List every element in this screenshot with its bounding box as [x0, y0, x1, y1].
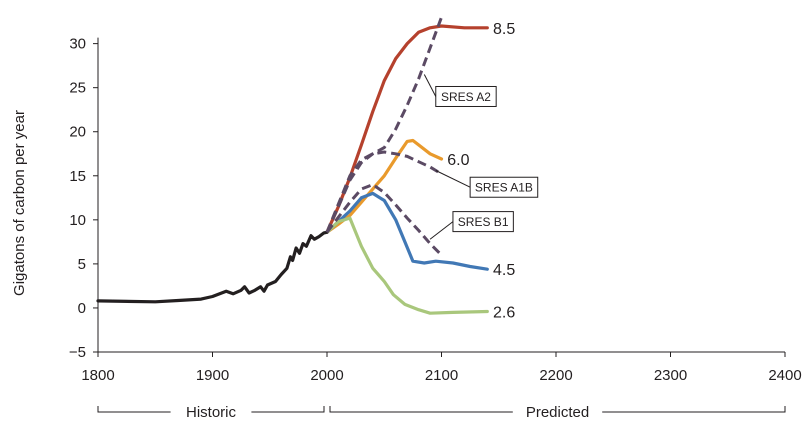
y-tick-label: 20 [69, 124, 86, 141]
y-tick-label: −5 [69, 344, 86, 361]
series-label-8-5: 8.5 [493, 21, 515, 38]
series-line-8-5 [325, 24, 489, 234]
x-tick-label: 2000 [310, 367, 343, 384]
series-label-sres-b1: SRES B1 [458, 215, 509, 229]
period-bracket-left [97, 406, 171, 413]
x-tick-label: 2400 [768, 367, 801, 384]
series-line-historic [96, 230, 329, 304]
series-label-sres-a1b-pointer [435, 170, 471, 188]
series-line-2-6 [325, 216, 489, 315]
series-label-sres-a1b: SRES A1B [475, 181, 533, 195]
series-label-4-5: 4.5 [493, 262, 515, 279]
series-label-2-6: 2.6 [493, 304, 515, 321]
y-tick-label: 5 [78, 256, 86, 273]
y-tick-label: 0 [78, 300, 86, 317]
y-tick-label: 10 [69, 212, 86, 229]
series-label-sres-b1-box [452, 211, 514, 233]
series-label-sres-a2-box [435, 85, 497, 107]
period-bracket-right [251, 406, 325, 413]
y-axis-title: Gigatons of carbon per year [11, 110, 28, 296]
x-tick-label: 2100 [425, 367, 458, 384]
series-lines [96, 16, 489, 315]
series-line-6-0 [325, 138, 444, 234]
series-line-4-5 [325, 191, 489, 271]
period-label: Historic [186, 404, 237, 421]
y-tick-label: 25 [69, 80, 86, 97]
x-tick-label: 2300 [654, 367, 687, 384]
x-tick-label: 1900 [196, 367, 229, 384]
y-tick-label: 15 [69, 168, 86, 185]
series-label-sres-b1-pointer [429, 221, 454, 240]
y-tick-label: 30 [69, 36, 86, 53]
series-label-sres-a2-pointer [423, 74, 437, 97]
series-labels: 8.5 6.0 4.5 2.6 SRES A2 SRES A1B SRES B1 [423, 21, 539, 321]
series-line-sres-b1 [325, 183, 443, 257]
period-bracket-left [329, 406, 513, 413]
axes: 1800 1900 2000 2100 2200 2300 2400 −5 0 5 10 15 20 25… [69, 36, 802, 421]
x-tick-label: 1800 [81, 367, 114, 384]
series-label-sres-a2: SRES A2 [441, 90, 491, 104]
series-label-6-0: 6.0 [447, 152, 469, 169]
period-label: Predicted [526, 404, 589, 421]
series-label-sres-a1b-box [469, 176, 539, 198]
period-bracket-right [602, 406, 786, 413]
series-line-sres-a1b [325, 150, 443, 233]
x-tick-label: 2200 [539, 367, 572, 384]
